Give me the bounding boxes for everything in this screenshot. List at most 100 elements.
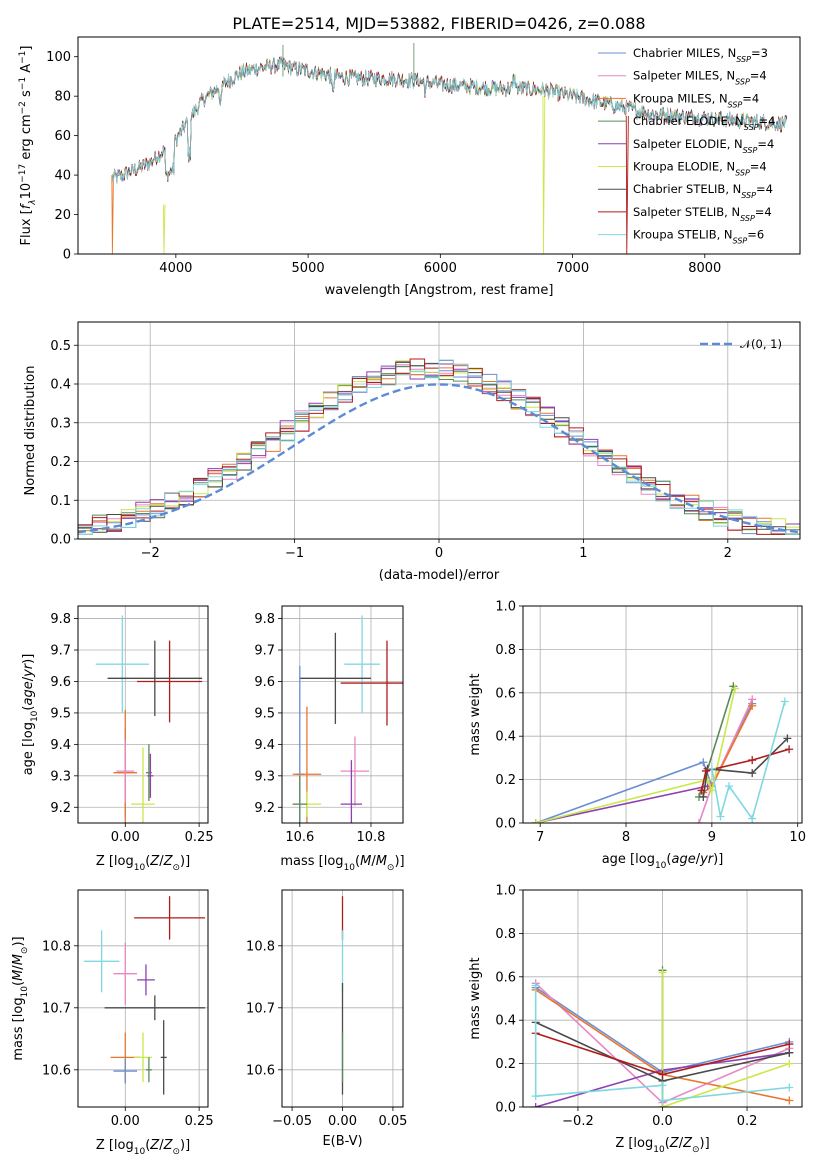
y-axis-label: mass weight: [468, 673, 483, 755]
age_vs_mass-axes: 10.6 10.8 9.2 9.3 9.4 9.5 9.6 9.7 9.8 mass [log10…: [254, 605, 405, 873]
y-tick-label: 9.6: [254, 675, 275, 690]
y-tick-label: 0.4: [495, 1014, 516, 1029]
weight-marker: [707, 764, 716, 773]
axes-frame: [77, 321, 801, 540]
legend-entry: Salpeter ELODIE, NSSP=4: [633, 137, 774, 155]
weight-marker: [658, 1070, 667, 1079]
x-tick-label: 10.6: [285, 830, 314, 845]
residuals-axes: −2 −1 0 1 2 0.0 0.1 0.2 0.3 0.4 0.5 (data-model)/er…: [23, 321, 801, 583]
x-tick-label: 2: [724, 546, 732, 561]
errorbar-point-salpeter-elodie: [340, 760, 363, 823]
weight-marker: [780, 697, 789, 706]
errorbar-point-chabrier-miles: [113, 1058, 138, 1084]
weight-marker: [694, 819, 703, 823]
x-tick-label: 8: [622, 830, 630, 845]
y-tick-label: 9.2: [50, 801, 71, 816]
weight-marker: [748, 756, 757, 765]
axes-frame: [281, 605, 404, 824]
y-tick-label: 0.0: [495, 1101, 516, 1116]
x-tick-label: 10: [789, 830, 806, 845]
weight-marker: [531, 1103, 540, 1107]
weight-marker: [748, 701, 757, 710]
x-tick-label: 0.25: [185, 830, 214, 845]
y-tick-label: 20: [54, 208, 71, 223]
y-tick-label: 0.2: [495, 773, 516, 788]
weight-marker: [785, 1096, 794, 1105]
legend-entry: Salpeter STELIB, NSSP=4: [633, 205, 772, 223]
x-tick-label: 0.2: [737, 1114, 758, 1129]
errorbar-point-kroupa-stelib: [344, 615, 380, 713]
weight-marker: [785, 1083, 794, 1092]
y-tick-label: 9.8: [50, 612, 71, 627]
y-tick-label: 0.6: [495, 970, 516, 985]
legend-entry: Chabrier STELIB, NSSP=4: [633, 182, 773, 200]
spectrum-series-kroupa-stelib: [112, 57, 788, 183]
legend-entry: 𝒩(0, 1): [740, 337, 782, 351]
chart-title: PLATE=2514, MJD=53882, FIBERID=0426, z=0…: [232, 14, 645, 33]
mass_vs_Z-plot-area: [83, 896, 206, 1095]
x-axis-label: E(B-V): [322, 1134, 362, 1149]
spectrum-axes: 4000 5000 6000 7000 8000 0 20 40 60 80 100 PLATE=25…: [18, 14, 801, 298]
weight_vs_Z-plot-area: [531, 966, 794, 1107]
x-tick-label: 8000: [688, 261, 721, 276]
y-tick-label: 0.0: [50, 533, 71, 548]
y-tick-label: 0.8: [495, 927, 516, 942]
errorbar-point-salpeter-miles: [116, 739, 135, 803]
errorbar-point-chabrier-stelib: [160, 1020, 167, 1095]
y-tick-label: 0.3: [50, 416, 71, 431]
spectrum-masked-pixel: [111, 175, 114, 254]
weight_vs_Z-axes: −0.2 0.0 0.2 0.0 0.2 0.4 0.6 0.8 1.0 Z [log10(Z/Z…: [468, 884, 803, 1155]
y-tick-label: 9.3: [254, 769, 275, 784]
x-tick-label: 0.0: [652, 1114, 673, 1129]
errorbar-point-salpeter-elodie: [147, 753, 154, 798]
y-axis-label: Normed distribution: [23, 366, 38, 496]
spectrum-masked-pixel: [625, 115, 629, 254]
legend-entry: Salpeter MILES, NSSP=4: [633, 69, 767, 87]
weight-line: [535, 688, 736, 823]
y-tick-label: 9.5: [254, 706, 275, 721]
y-tick-label: 100: [46, 50, 71, 65]
weight-marker: [658, 1096, 667, 1105]
weight-marker: [716, 812, 725, 821]
errorbar-point-kroupa-stelib: [83, 930, 120, 993]
x-tick-label: −0.2: [562, 1114, 594, 1129]
x-tick-label: 9: [708, 830, 716, 845]
x-tick-label: 6000: [424, 261, 457, 276]
y-tick-label: 0: [63, 248, 71, 263]
age_vs_Z-axes: 0.00 0.25 9.2 9.3 9.4 9.5 9.6 9.7 9.8 Z [log10(Z/…: [21, 605, 214, 873]
legend-entry: Kroupa ELODIE, NSSP=4: [633, 160, 767, 178]
spectrum-masked-pixel: [162, 204, 166, 254]
weight-marker: [785, 745, 794, 754]
y-tick-label: 0.8: [495, 643, 516, 658]
y-tick-label: 9.4: [50, 738, 71, 753]
axes-frame: [77, 605, 209, 824]
spectrum-plot-area: [111, 42, 788, 254]
weight-marker: [783, 734, 792, 743]
x-axis-label: (data-model)/error: [379, 568, 500, 583]
y-tick-label: 1.0: [495, 884, 516, 899]
y-tick-label: 60: [54, 129, 71, 144]
y-tick-label: 0.0: [495, 817, 516, 832]
x-tick-label: 0.00: [111, 830, 140, 845]
mass_vs_Z-axes: 0.00 0.25 10.6 10.7 10.8 Z [log10(Z/Z⊙)] mass …: [11, 889, 214, 1157]
weight-marker: [658, 968, 667, 977]
y-tick-label: 1.0: [495, 600, 516, 615]
y-tick-label: 9.8: [254, 612, 275, 627]
axes-frame: [77, 889, 209, 1108]
x-tick-label: 7: [536, 830, 544, 845]
x-tick-label: 0.00: [328, 1114, 357, 1129]
errorbar-point-chabrier-stelib: [299, 632, 371, 724]
errorbar-point-salpeter-stelib: [137, 640, 203, 723]
y-tick-label: 10.6: [42, 1063, 71, 1078]
y-tick-label: 0.6: [495, 686, 516, 701]
y-tick-label: 0.2: [50, 455, 71, 470]
errorbar-point-chabrier-stelib: [104, 995, 206, 1021]
y-tick-label: 9.6: [50, 675, 71, 690]
errorbar-point-chabrier-stelib: [107, 640, 203, 717]
y-tick-label: 0.1: [50, 494, 71, 509]
x-tick-label: 5000: [292, 261, 325, 276]
y-tick-label: 10.8: [42, 939, 71, 954]
y-tick-label: 9.5: [50, 706, 71, 721]
errorbar-point-salpeter-miles: [340, 736, 370, 806]
